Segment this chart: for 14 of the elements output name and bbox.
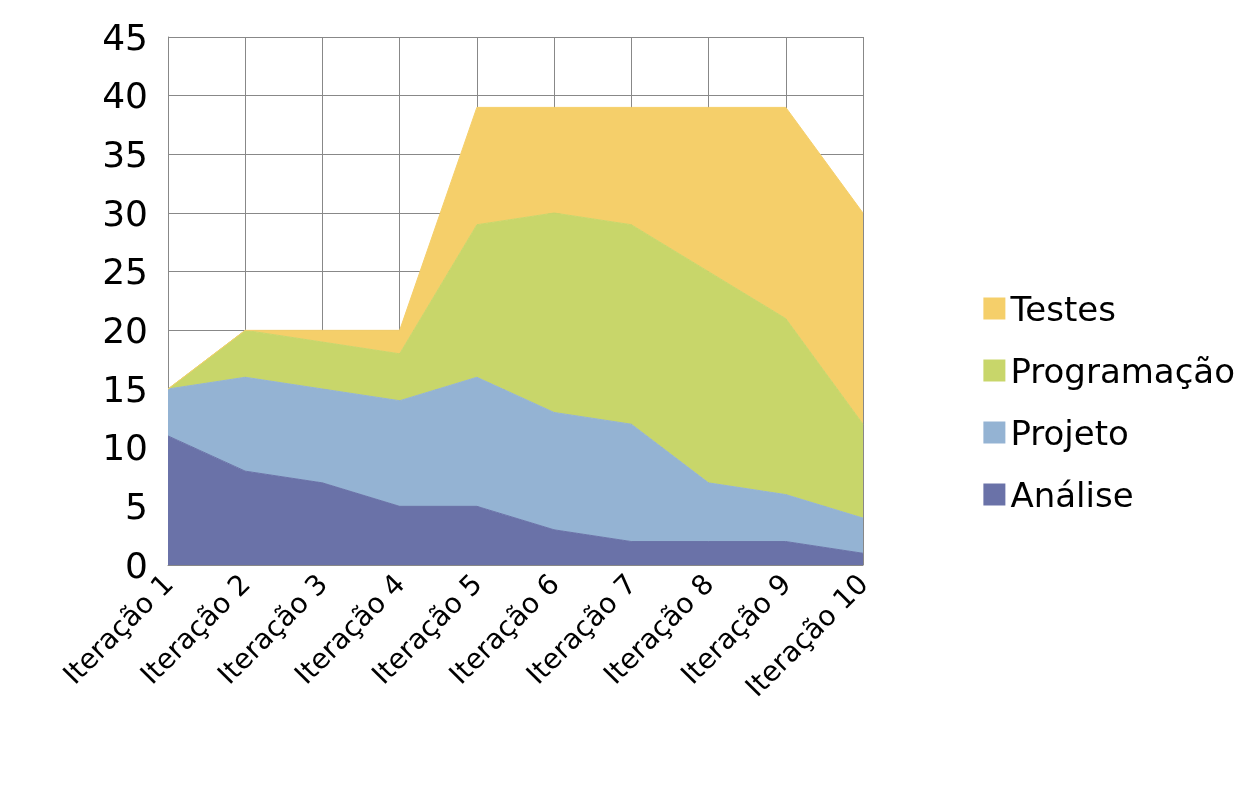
legend-label: Testes <box>1009 288 1116 329</box>
y-tick-label: 40 <box>102 75 148 117</box>
legend-label: Projeto <box>1010 412 1129 453</box>
legend-label: Programação <box>1010 350 1236 391</box>
y-tick-label: 25 <box>102 251 148 293</box>
y-tick-label: 30 <box>102 192 148 234</box>
y-tick-label: 5 <box>125 485 148 527</box>
y-tick-label: 35 <box>102 133 148 175</box>
legend-label: Análise <box>1010 474 1134 515</box>
y-tick-label: 0 <box>125 544 148 586</box>
y-tick-label: 10 <box>102 427 148 469</box>
y-tick-label: 15 <box>102 368 148 410</box>
y-tick-label: 20 <box>102 309 148 351</box>
y-tick-label: 45 <box>102 16 148 58</box>
